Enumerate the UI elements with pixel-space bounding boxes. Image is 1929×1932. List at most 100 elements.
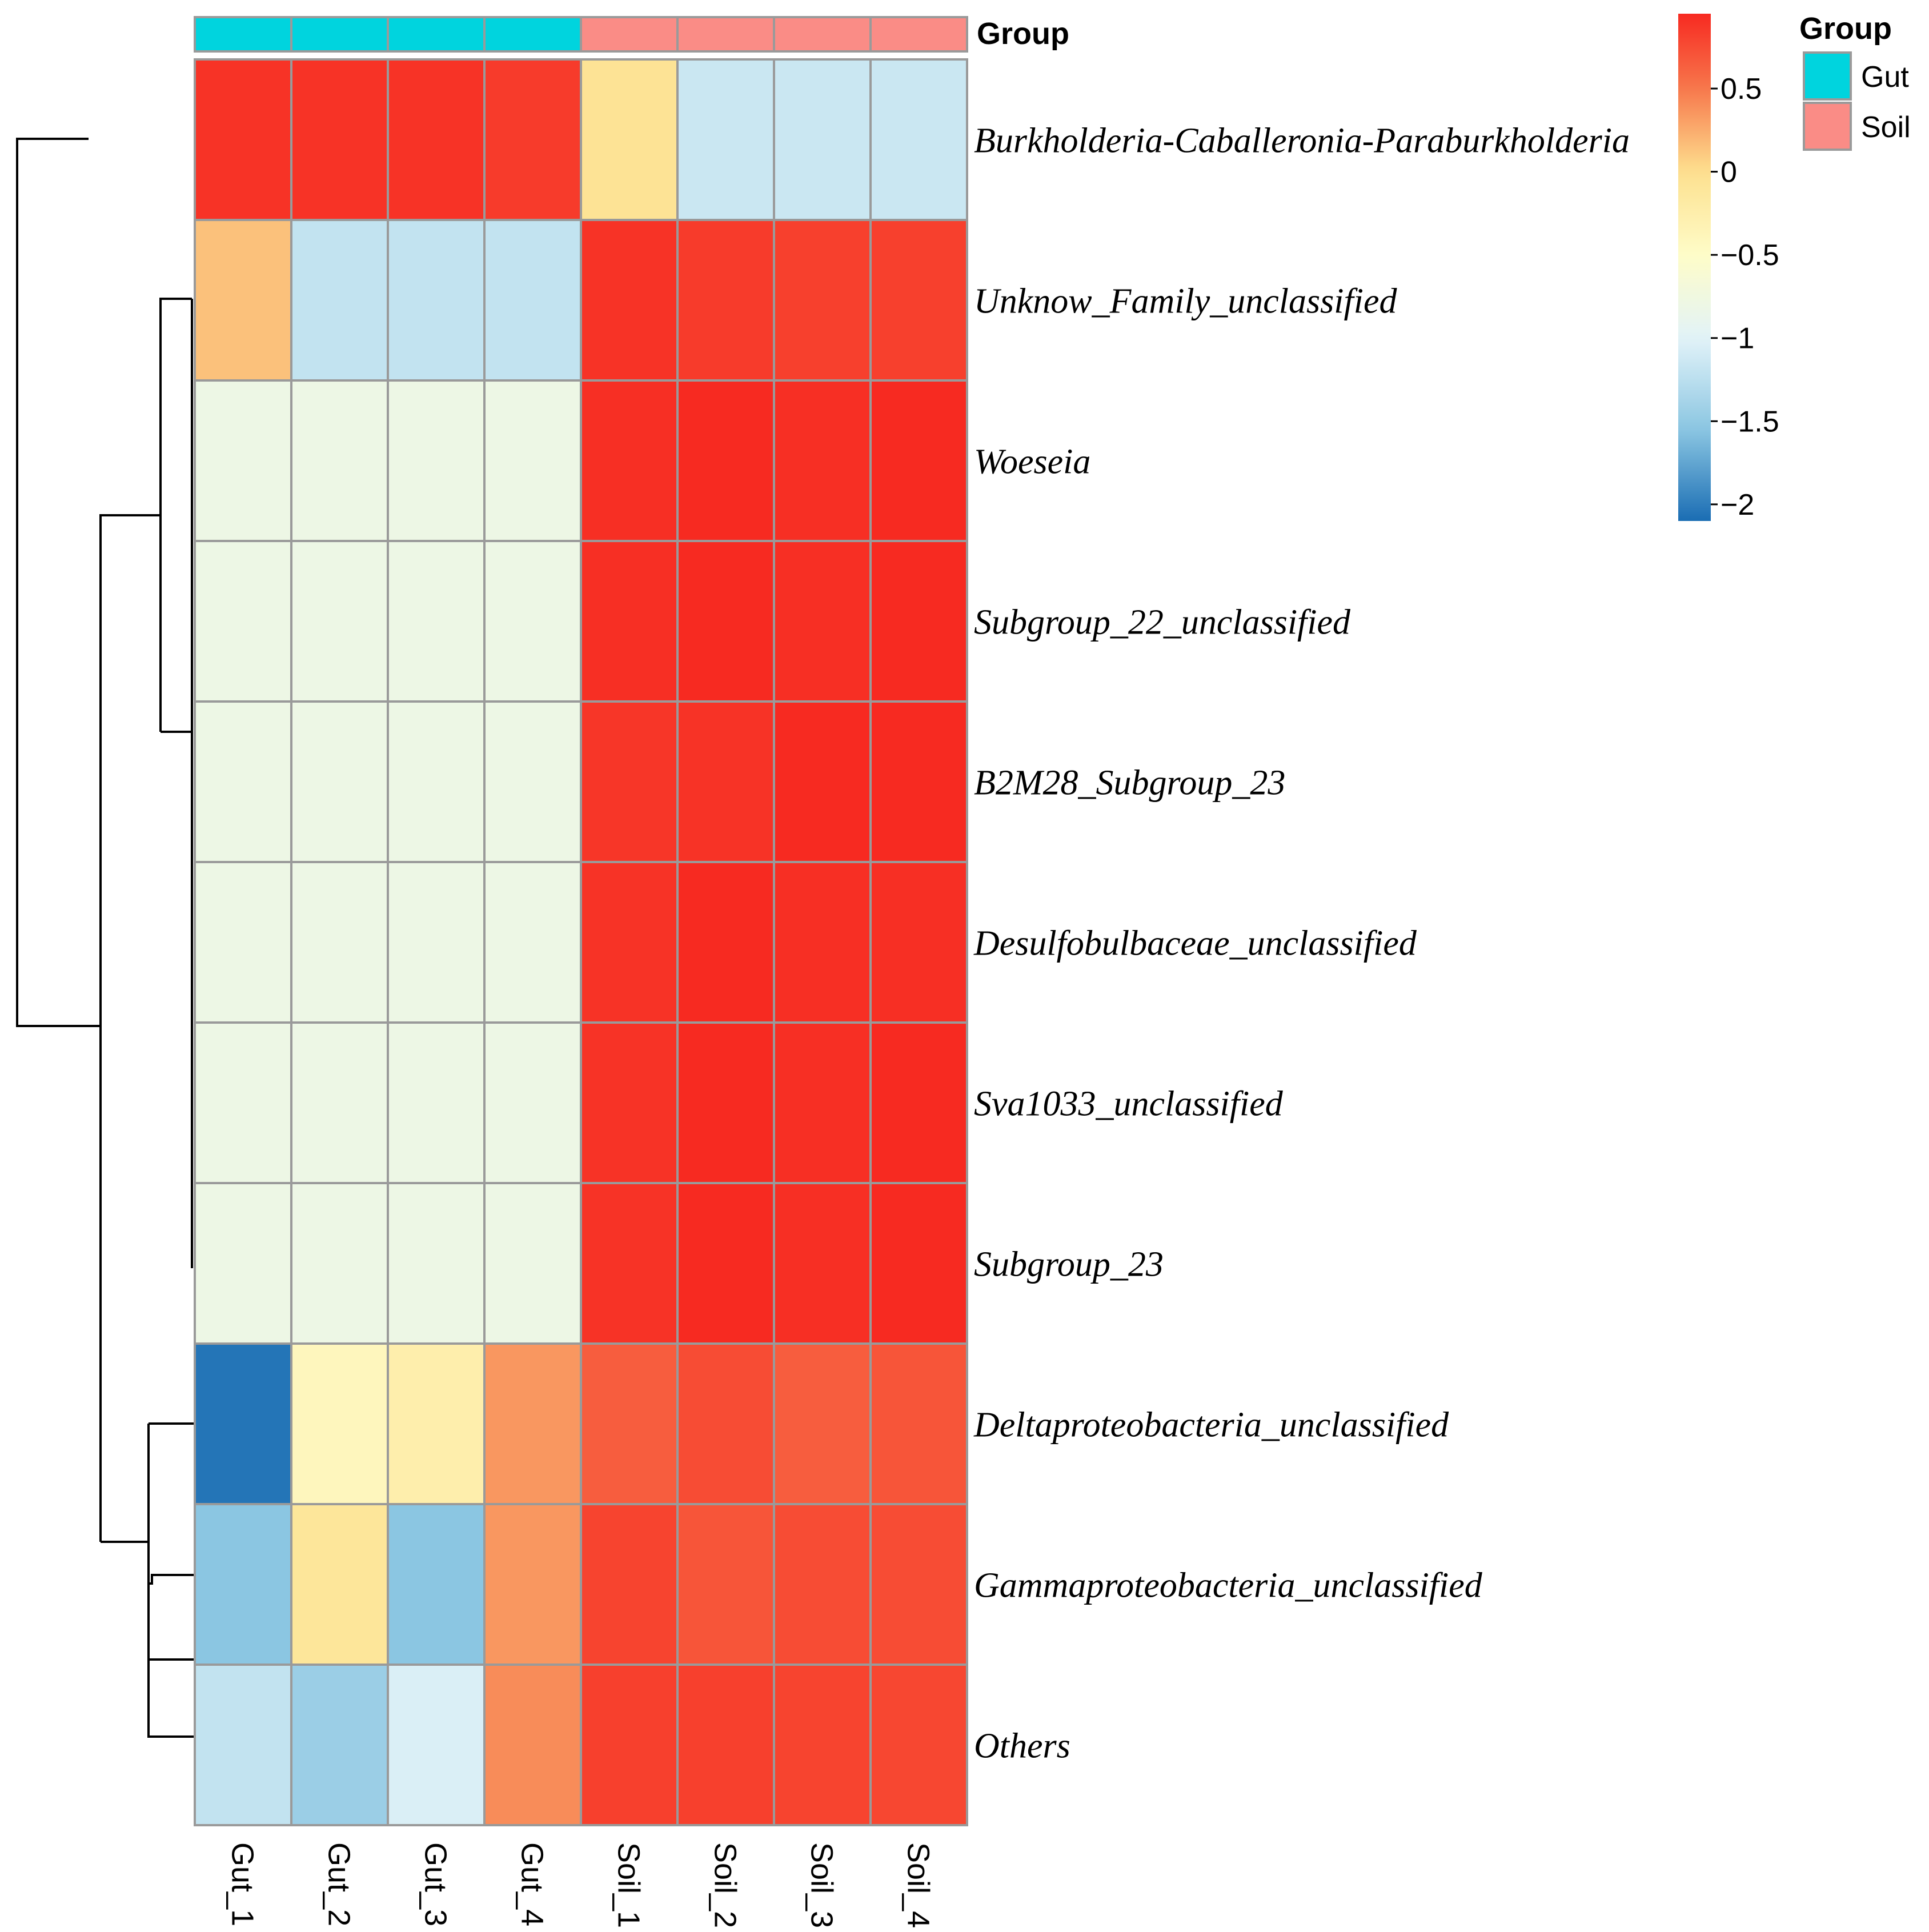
heatmap-cell — [483, 379, 582, 542]
heatmap-cell — [290, 540, 389, 703]
heatmap-cell — [483, 861, 582, 1024]
column-labels: Gut_1 Gut_2 Gut_3 Gut_4 Soil_1 Soil_2 Soil_3 So… — [226, 1842, 936, 1928]
heatmap-cell — [580, 219, 679, 382]
group-legend-title: Group — [1799, 11, 1892, 46]
group-annotation-cell — [290, 16, 389, 53]
heatmap-cell — [773, 540, 872, 703]
heatmap-cell — [483, 1342, 582, 1505]
heatmap-cell — [194, 1182, 292, 1345]
heatmap-cell — [869, 1342, 968, 1505]
heatmap-cell — [676, 1182, 775, 1345]
column-label: Soil_3 — [805, 1842, 839, 1928]
heatmap-cell — [483, 58, 582, 221]
column-label: Gut_1 — [226, 1842, 260, 1926]
heatmap-cell — [194, 58, 292, 221]
row-labels: Burkholderia-Caballeronia-Paraburkholder… — [973, 122, 1630, 1766]
heatmap-cell — [773, 219, 872, 382]
heatmap-cell — [290, 700, 389, 863]
heatmap-cell — [387, 1342, 486, 1505]
heatmap-cell — [773, 1021, 872, 1184]
heatmap-cell — [580, 1503, 679, 1666]
heatmap-cell — [580, 379, 679, 542]
heatmap-cell — [580, 1342, 679, 1505]
dendrogram-branch — [161, 299, 193, 733]
row-label: Subgroup_23 — [974, 1245, 1164, 1284]
group-legend-swatch — [1803, 102, 1852, 151]
group-annotation-cell — [773, 16, 872, 53]
color-scale-tick-label: −2 — [1721, 488, 1754, 522]
heatmap-cell — [676, 1503, 775, 1666]
heatmap-cell — [194, 1503, 292, 1666]
heatmap-cell — [290, 1664, 389, 1826]
heatmap-cell — [290, 1503, 389, 1666]
group-annotation-cell — [483, 16, 582, 53]
row-label: Others — [974, 1727, 1070, 1766]
heatmap-cell — [676, 540, 775, 703]
group-legend-items: Gut Soil — [1803, 51, 1911, 151]
heatmap-cell — [387, 861, 486, 1024]
heatmap-cell — [483, 700, 582, 863]
row-label: Burkholderia-Caballeronia-Paraburkholder… — [974, 122, 1630, 161]
heatmap-cell — [290, 219, 389, 382]
row-label: Desulfobulbaceae_unclassified — [973, 924, 1417, 963]
row-label: B2M28_Subgroup_23 — [974, 764, 1285, 803]
heatmap-cell — [869, 700, 968, 863]
heatmap-cell — [869, 1182, 968, 1345]
heatmap-cell — [869, 1664, 968, 1826]
row-label: Unknow_Family_unclassified — [974, 282, 1397, 321]
heatmap-cell — [194, 700, 292, 863]
heatmap-cell — [290, 58, 389, 221]
row-label: Gammaproteobacteria_unclassified — [974, 1566, 1483, 1605]
heatmap-cell — [773, 58, 872, 221]
heatmap-cell — [194, 1664, 292, 1826]
heatmap-cell — [387, 1021, 486, 1184]
column-label: Soil_2 — [708, 1842, 743, 1928]
heatmap-cell — [194, 219, 292, 382]
heatmap-cell — [676, 1664, 775, 1826]
heatmap-cell — [290, 1342, 389, 1505]
dendrogram-branch — [147, 1584, 195, 1738]
heatmap-cell — [387, 540, 486, 703]
heatmap-cell — [869, 540, 968, 703]
heatmap-cell — [869, 1021, 968, 1184]
row-label: Subgroup_22_unclassified — [974, 603, 1351, 642]
heatmap-cell — [869, 861, 968, 1024]
dendrogram-branch — [16, 138, 101, 1027]
row-label: Woeseia — [974, 443, 1090, 482]
heatmap-cell — [290, 861, 389, 1024]
heatmap-cell — [387, 219, 486, 382]
group-annotation-cell — [194, 16, 292, 53]
heatmap-cell — [194, 540, 292, 703]
group-annotation-cell — [580, 16, 679, 53]
heatmap-cell — [387, 1503, 486, 1666]
heatmap-cell — [290, 1182, 389, 1345]
group-annotation-label: Group — [977, 17, 1069, 51]
column-label: Gut_3 — [419, 1842, 453, 1926]
group-legend: Group Gut Soil — [1799, 11, 1911, 151]
heatmap-cell — [773, 379, 872, 542]
dendrogram-branch — [147, 1424, 195, 1661]
heatmap-cell — [676, 1021, 775, 1184]
heatmap-cell — [483, 1503, 582, 1666]
group-legend-swatch — [1803, 51, 1852, 101]
heatmap-cell — [773, 1342, 872, 1505]
heatmap-cell — [580, 861, 679, 1024]
dendrogram-branch — [99, 514, 161, 1026]
heatmap-cell — [580, 1664, 679, 1826]
column-label: Soil_1 — [612, 1842, 646, 1928]
heatmap-cell — [773, 861, 872, 1024]
heatmap-cell — [676, 700, 775, 863]
color-scale-legend: 0.5 0 −0.5 −1 −1.5 −2 — [1678, 14, 1779, 522]
heatmap-cell — [387, 58, 486, 221]
heatmap-cell — [194, 861, 292, 1024]
heatmap-cell — [194, 1021, 292, 1184]
group-legend-label: Gut — [1861, 61, 1909, 94]
group-annotation-cell — [387, 16, 486, 53]
group-annotation-cell — [676, 16, 775, 53]
heatmap-cell — [290, 1021, 389, 1184]
group-annotation-bar — [194, 16, 968, 53]
dendrogram-branch — [149, 1574, 195, 1585]
heatmap-cells — [194, 58, 968, 1826]
heatmap-cell — [580, 700, 679, 863]
